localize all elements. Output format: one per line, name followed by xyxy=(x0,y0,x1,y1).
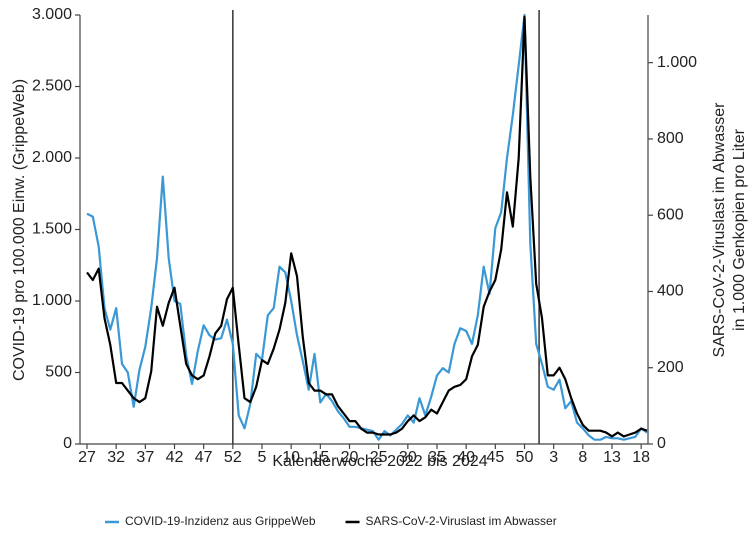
x-tick-label: 30 xyxy=(399,449,417,466)
x-tick-label: 45 xyxy=(486,449,504,466)
x-tick-label: 13 xyxy=(603,449,621,466)
legend-label: SARS-CoV-2-Viruslast im Abwasser xyxy=(366,514,557,528)
y-tick-label: 0 xyxy=(63,435,72,452)
y-tick-label: 2.500 xyxy=(32,78,72,95)
x-tick-label: 50 xyxy=(516,449,534,466)
y2-axis-label: SARS-CoV-2-Viruslast im Abwasser xyxy=(711,102,728,358)
x-axis-label: Kalenderwoche 2022 bis 2024 xyxy=(272,453,487,470)
y-axis-label: COVID-19 pro 100.000 Einw. (GrippeWeb) xyxy=(11,79,28,381)
x-tick-label: 27 xyxy=(78,449,96,466)
x-tick-label: 18 xyxy=(632,449,650,466)
x-tick-label: 8 xyxy=(578,449,587,466)
legend-label: COVID-19-Inzidenz aus GrippeWeb xyxy=(125,514,316,528)
x-tick-label: 3 xyxy=(549,449,558,466)
y-tick-label: 1.000 xyxy=(32,292,72,309)
x-tick-label: 40 xyxy=(457,449,475,466)
x-tick-label: 35 xyxy=(428,449,446,466)
x-tick-label: 47 xyxy=(195,449,213,466)
series-line xyxy=(86,13,648,441)
y2-tick-label: 200 xyxy=(657,359,684,376)
y2-tick-label: 600 xyxy=(657,206,684,223)
x-tick-label: 15 xyxy=(311,449,329,466)
x-tick-label: 52 xyxy=(224,449,242,466)
y-tick-label: 1.500 xyxy=(32,221,72,238)
series-line xyxy=(86,15,648,438)
y-tick-label: 500 xyxy=(45,364,72,381)
y2-tick-label: 0 xyxy=(657,435,666,452)
y2-axis-label: in 1.000 Genkopien pro Liter xyxy=(731,128,748,331)
x-tick-label: 37 xyxy=(136,449,154,466)
y2-tick-label: 1.000 xyxy=(657,54,697,71)
x-tick-label: 10 xyxy=(282,449,300,466)
x-tick-label: 25 xyxy=(370,449,388,466)
x-tick-label: 20 xyxy=(341,449,359,466)
x-tick-label: 42 xyxy=(166,449,184,466)
x-tick-label: 32 xyxy=(107,449,125,466)
y2-tick-label: 400 xyxy=(657,283,684,300)
y-tick-label: 3.000 xyxy=(32,6,72,23)
x-tick-label: 5 xyxy=(258,449,267,466)
y2-tick-label: 800 xyxy=(657,130,684,147)
y-tick-label: 2.000 xyxy=(32,149,72,166)
